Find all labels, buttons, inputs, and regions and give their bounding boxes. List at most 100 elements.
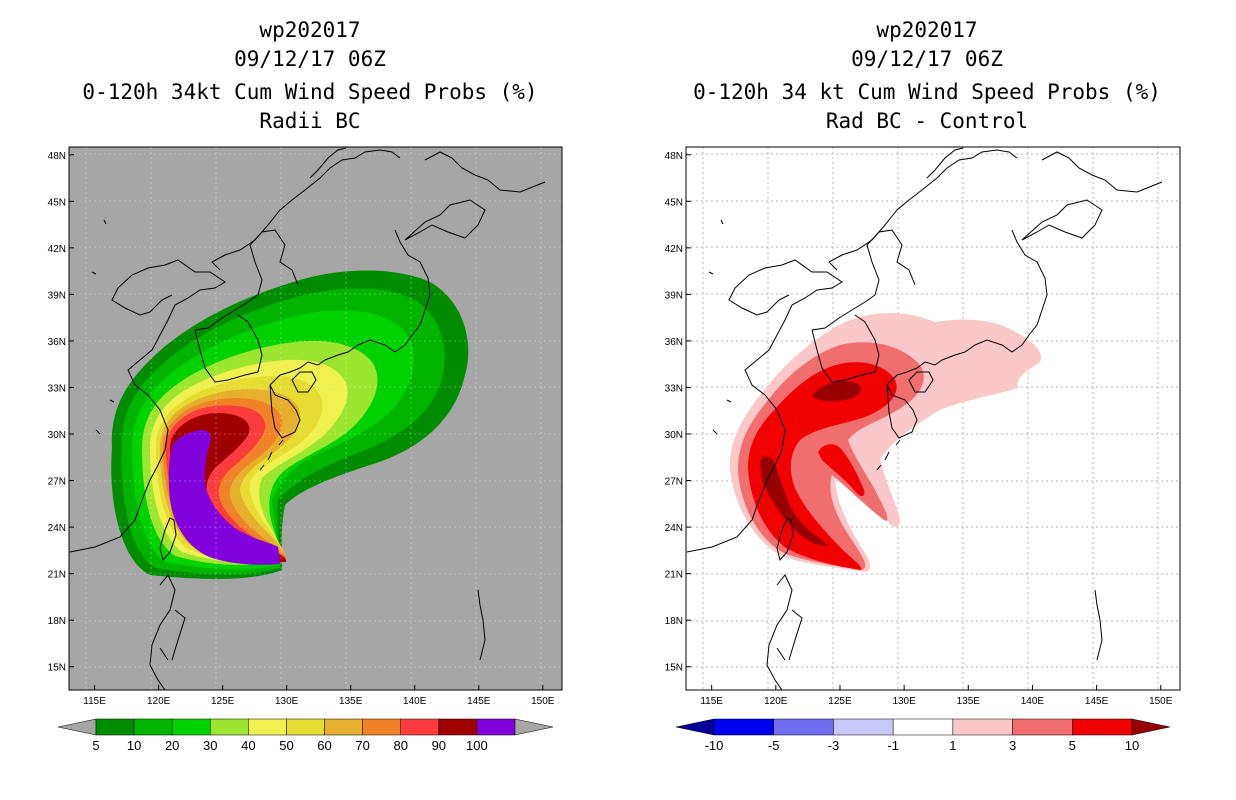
colorbar-label: 80 — [393, 738, 407, 753]
diff-contour-10 — [760, 456, 828, 546]
colorbar-swatch — [324, 718, 363, 736]
right-colorbar: -10 -5 -3 -1 1 3 5 10 — [675, 718, 1171, 753]
x-tick-label: 135E — [339, 696, 363, 707]
colorbar-label: 30 — [203, 738, 217, 753]
right-title-subtitle: Rad BC - Control — [825, 109, 1029, 133]
x-tick-label: 150E — [531, 696, 555, 707]
x-tick-label: 115E — [700, 696, 723, 707]
y-tick-label: 27N — [665, 477, 683, 488]
colorbar-swatch — [713, 718, 774, 736]
colorbar-label: 5 — [1069, 738, 1076, 753]
left-title-subtitle: Radii BC — [259, 109, 361, 133]
right-axis-ticks: 115E 120E 125E 130E 135E 140E 145E 150E 15N 18N 21… — [665, 151, 1173, 707]
y-tick-label: 15N — [48, 663, 66, 674]
right-title-storm-id: wp202017 — [876, 18, 978, 42]
y-tick-label: 24N — [48, 523, 66, 534]
colorbar-label: 3 — [1009, 738, 1016, 753]
x-tick-label: 130E — [892, 696, 916, 707]
x-tick-label: 145E — [467, 696, 491, 707]
colorbar-label: 40 — [241, 738, 255, 753]
colorbar-swatch — [171, 718, 211, 736]
x-tick-label: 115E — [83, 696, 106, 707]
y-tick-label: 45N — [665, 197, 683, 208]
left-colorbar: 5 10 20 30 40 50 60 70 80 90 100 — [57, 718, 554, 753]
colorbar-swatch — [438, 718, 478, 736]
x-tick-label: 125E — [211, 696, 235, 707]
y-tick-label: 15N — [665, 663, 683, 674]
colorbar-left-arrow — [57, 718, 97, 736]
colorbar-label: 10 — [1125, 738, 1139, 753]
colorbar-label: 10 — [127, 738, 141, 753]
x-tick-label: 125E — [828, 696, 852, 707]
colorbar-swatch — [1072, 718, 1133, 736]
y-tick-label: 30N — [48, 430, 66, 441]
colorbar-label: 100 — [466, 738, 488, 753]
right-map-panel — [686, 147, 1180, 690]
diff-contour-5-east — [818, 444, 865, 496]
colorbar-swatch — [210, 718, 249, 736]
left-chart-title: wp202017 09/12/17 06Z 0-120h 34kt Cum Wi… — [60, 16, 560, 136]
colorbar-label: 60 — [317, 738, 331, 753]
colorbar-label: -10 — [705, 738, 724, 753]
colorbar-right-arrow — [514, 718, 554, 736]
left-title-product: 0-120h 34kt Cum Wind Speed Probs (%) — [82, 80, 538, 104]
y-tick-label: 42N — [665, 244, 683, 255]
right-map-frame — [685, 146, 1181, 691]
colorbar-swatch — [286, 718, 325, 736]
x-tick-label: 120E — [147, 696, 171, 707]
colorbar-swatch — [248, 718, 287, 736]
y-tick-label: 21N — [665, 570, 683, 581]
colorbar-label: -5 — [768, 738, 780, 753]
y-tick-label: 39N — [48, 290, 66, 301]
colorbar-left-arrow — [675, 718, 715, 736]
colorbar-label: 1 — [949, 738, 956, 753]
colorbar-swatch — [1012, 718, 1073, 736]
y-tick-label: 33N — [665, 383, 683, 394]
y-tick-label: 36N — [48, 337, 66, 348]
colorbar-swatch — [133, 718, 173, 736]
right-chart-title: wp202017 09/12/17 06Z 0-120h 34 kt Cum W… — [677, 16, 1177, 136]
x-tick-label: 120E — [764, 696, 788, 707]
prob-contour-100 — [168, 430, 280, 565]
x-tick-label: 145E — [1085, 696, 1109, 707]
left-axis-ticks: 115E 120E 125E 130E 135E 140E 145E 150E 15N 18N 21… — [48, 151, 555, 707]
colorbar-swatch — [833, 718, 894, 736]
x-tick-label: 130E — [275, 696, 299, 707]
colorbar-label: 5 — [92, 738, 99, 753]
colorbar-swatch — [952, 718, 1013, 736]
x-tick-label: 150E — [1149, 696, 1173, 707]
y-tick-label: 45N — [48, 197, 66, 208]
colorbar-label: 20 — [165, 738, 179, 753]
left-map-frame — [68, 146, 563, 691]
colorbar-swatch — [476, 718, 516, 736]
y-tick-label: 21N — [48, 570, 66, 581]
right-title-datetime: 09/12/17 06Z — [851, 47, 1003, 71]
y-tick-label: 33N — [48, 383, 66, 394]
colorbar-label: -3 — [828, 738, 840, 753]
colorbar-swatch — [362, 718, 401, 736]
colorbar-label: 90 — [432, 738, 446, 753]
colorbar-label: 50 — [279, 738, 293, 753]
colorbar-label: 70 — [355, 738, 369, 753]
x-tick-label: 135E — [957, 696, 981, 707]
y-tick-label: 18N — [665, 616, 683, 627]
colorbar-swatch — [95, 718, 135, 736]
y-tick-label: 18N — [48, 616, 66, 627]
colorbar-label: -1 — [887, 738, 899, 753]
y-tick-label: 48N — [48, 151, 66, 162]
diff-contour-10-north — [812, 381, 861, 402]
y-tick-label: 27N — [48, 477, 66, 488]
x-tick-label: 140E — [1021, 696, 1045, 707]
left-title-storm-id: wp202017 — [259, 18, 361, 42]
y-tick-label: 36N — [665, 337, 683, 348]
y-tick-label: 42N — [48, 244, 66, 255]
left-title-datetime: 09/12/17 06Z — [234, 47, 386, 71]
y-tick-label: 48N — [665, 151, 683, 162]
colorbar-right-arrow — [1131, 718, 1171, 736]
colorbar-swatch — [400, 718, 440, 736]
colorbar-swatch — [773, 718, 834, 736]
y-tick-label: 24N — [665, 523, 683, 534]
right-title-product: 0-120h 34 kt Cum Wind Speed Probs (%) — [693, 80, 1161, 104]
x-tick-label: 140E — [403, 696, 427, 707]
